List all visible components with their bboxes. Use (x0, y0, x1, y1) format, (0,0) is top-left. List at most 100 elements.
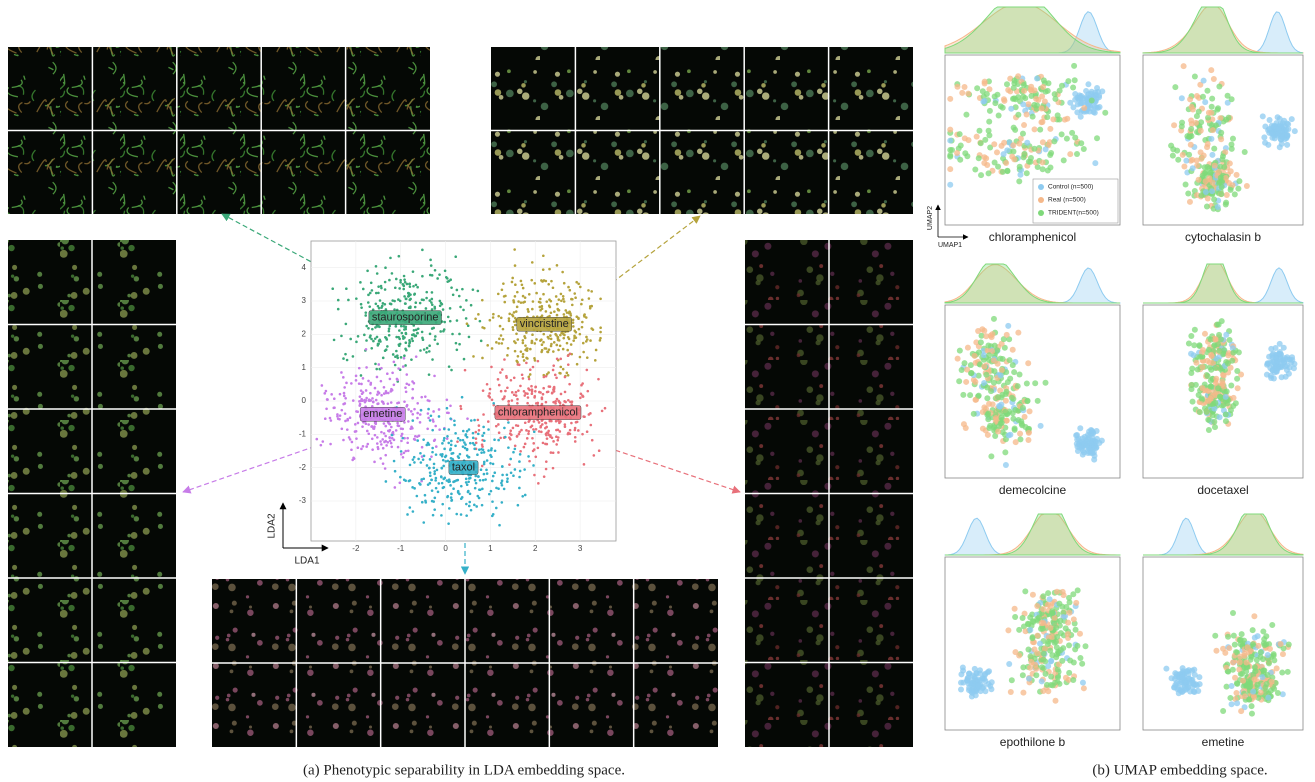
point (401, 437, 404, 440)
point (361, 392, 364, 395)
point (1237, 654, 1243, 660)
point (1246, 697, 1252, 703)
point (574, 436, 577, 439)
point (332, 407, 335, 410)
point (446, 437, 449, 440)
point (340, 371, 343, 374)
point (450, 440, 453, 443)
point (1003, 160, 1009, 166)
point (408, 299, 411, 302)
point (417, 458, 420, 461)
point (486, 383, 489, 386)
point (1226, 115, 1232, 121)
point (412, 458, 415, 461)
point (454, 444, 457, 447)
point (499, 437, 502, 440)
point (510, 379, 513, 382)
point (540, 338, 543, 341)
point (324, 417, 327, 420)
point (351, 441, 354, 444)
point (432, 418, 435, 421)
point (450, 369, 453, 372)
point (414, 301, 417, 304)
point (404, 302, 407, 305)
point (394, 470, 397, 473)
umap-plot (945, 264, 1120, 478)
point (434, 338, 437, 341)
point (1202, 99, 1208, 105)
point (1011, 80, 1017, 86)
point (947, 127, 953, 133)
point (432, 466, 435, 469)
point (1230, 350, 1236, 356)
point (410, 358, 413, 361)
point (1211, 419, 1217, 425)
point (530, 279, 533, 282)
point (366, 269, 369, 272)
point (446, 398, 449, 401)
point (582, 415, 585, 418)
point (474, 317, 477, 320)
point (485, 469, 488, 472)
point (421, 446, 424, 449)
plot-frame (311, 241, 616, 541)
point (367, 301, 370, 304)
point (470, 304, 473, 307)
point (411, 337, 414, 340)
point (507, 446, 510, 449)
point (1040, 159, 1046, 165)
point (569, 432, 572, 435)
point (359, 395, 362, 398)
point (570, 343, 573, 346)
point (427, 412, 430, 415)
point (419, 452, 422, 455)
point (548, 304, 551, 307)
point (456, 440, 459, 443)
point (364, 314, 367, 317)
point (384, 288, 387, 291)
point (552, 467, 555, 470)
point (518, 363, 521, 366)
point (425, 444, 428, 447)
point (1066, 610, 1072, 616)
point (955, 356, 961, 362)
point (1016, 141, 1022, 147)
point (1091, 109, 1097, 115)
point (459, 439, 462, 442)
point (534, 455, 537, 458)
point (430, 414, 433, 417)
point (523, 394, 526, 397)
point (1000, 169, 1006, 175)
point (355, 341, 358, 344)
point (1025, 360, 1031, 366)
point (419, 302, 422, 305)
point (397, 401, 400, 404)
point (557, 349, 560, 352)
point (416, 439, 419, 442)
point (506, 386, 509, 389)
point (344, 397, 347, 400)
point (545, 310, 548, 313)
point (1249, 654, 1255, 660)
point (1196, 177, 1202, 183)
point (588, 297, 591, 300)
point (355, 410, 358, 413)
point (470, 419, 473, 422)
point (412, 270, 415, 273)
point (434, 335, 437, 338)
point (385, 390, 388, 393)
point (403, 357, 406, 360)
point (1003, 391, 1009, 397)
point (588, 413, 591, 416)
point (498, 524, 501, 527)
point (466, 417, 469, 420)
point (377, 344, 380, 347)
point (405, 382, 408, 385)
point (384, 425, 387, 428)
point (340, 409, 343, 412)
point (551, 436, 554, 439)
point (404, 326, 407, 329)
point (542, 387, 545, 390)
point (408, 306, 411, 309)
point (409, 479, 412, 482)
